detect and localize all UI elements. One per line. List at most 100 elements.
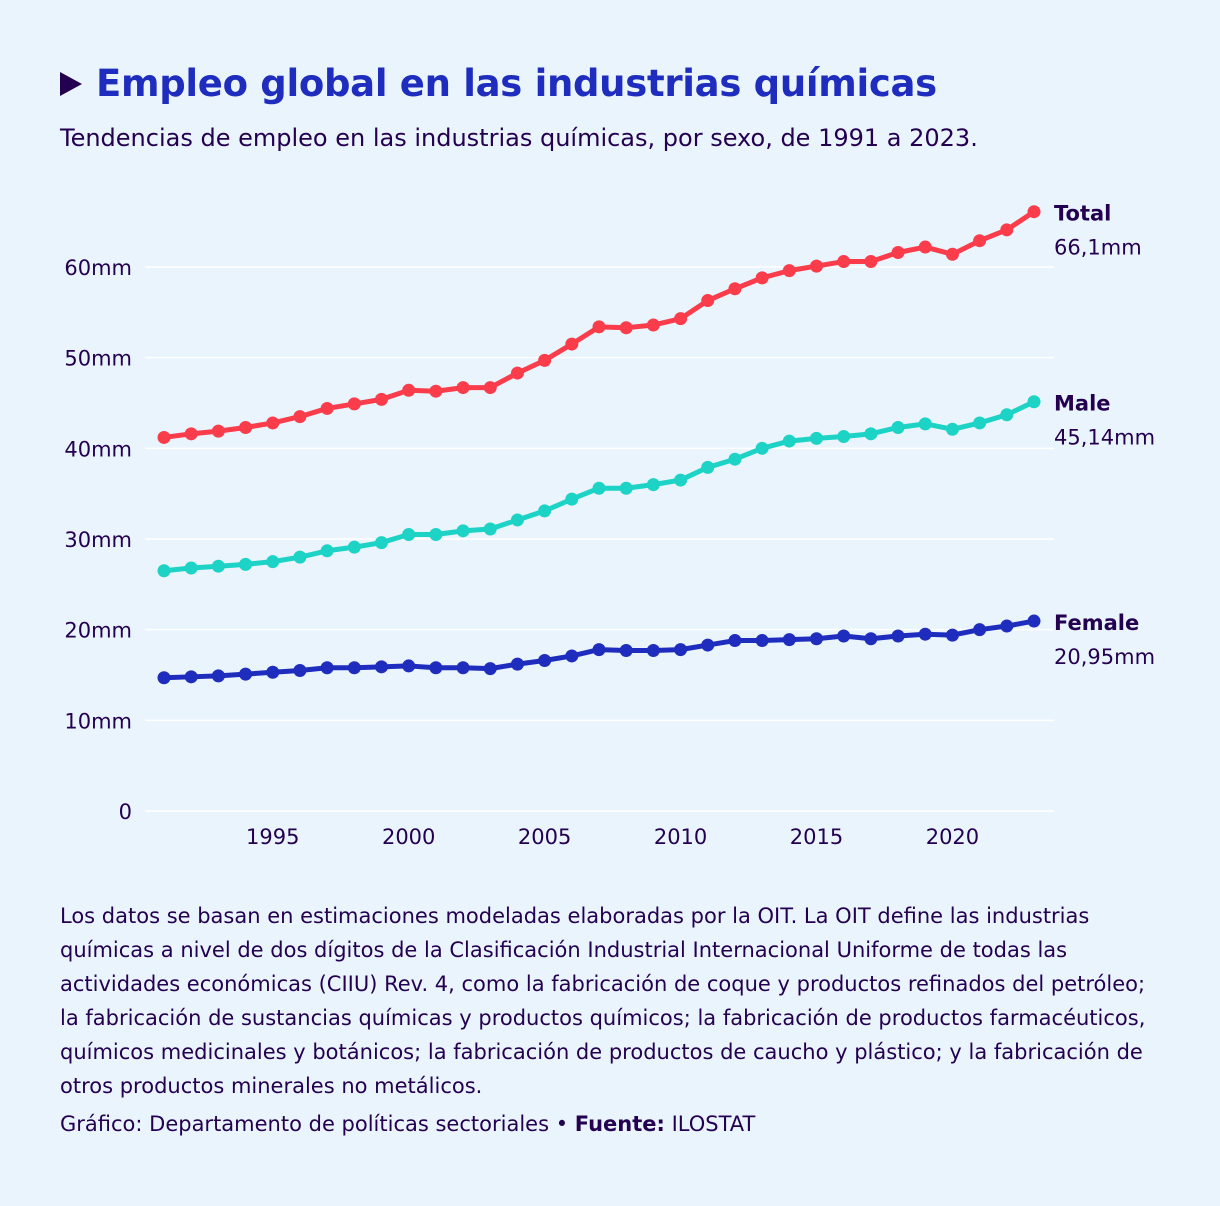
data-point-female — [945, 628, 959, 642]
data-point-total — [674, 312, 688, 326]
data-point-female — [429, 661, 443, 675]
data-point-male — [782, 434, 796, 448]
line-chart: 0 10mm 20mm 30mm 40mm 50mm 60mm 1995 2000 2005 201… — [64, 202, 1155, 849]
chart-title: Empleo global en las industrias químicas — [96, 62, 937, 105]
data-point-total — [646, 318, 660, 332]
data-point-male — [728, 452, 742, 466]
data-point-male — [810, 431, 823, 445]
data-point-total — [1000, 223, 1014, 237]
data-point-total — [293, 410, 307, 424]
data-point-total — [266, 416, 280, 430]
data-point-female — [755, 634, 769, 648]
data-point-female — [728, 634, 742, 648]
data-point-female — [456, 661, 470, 675]
data-point-total — [728, 282, 742, 296]
x-tick-label: 2005 — [518, 825, 571, 849]
data-point-male — [293, 550, 307, 564]
data-point-male — [320, 544, 334, 558]
data-point-male — [456, 524, 470, 538]
data-point-female — [646, 644, 660, 658]
data-point-male — [674, 473, 688, 487]
y-tick-label: 0 — [119, 800, 132, 824]
series-value-label-total: 66,1mm — [1054, 236, 1142, 260]
triangle-marker-icon — [60, 71, 82, 96]
credits-separator: • — [555, 1112, 569, 1136]
data-point-total — [347, 397, 361, 411]
data-point-female — [592, 643, 606, 657]
data-point-male — [592, 481, 606, 495]
data-point-total — [891, 245, 905, 259]
data-point-female — [239, 667, 253, 681]
data-point-male — [1027, 395, 1041, 409]
data-point-total — [701, 294, 715, 308]
y-tick-label: 50mm — [64, 347, 132, 371]
data-point-female — [810, 632, 823, 646]
x-tick-label: 2000 — [382, 825, 435, 849]
series-label-male: Male — [1054, 392, 1111, 416]
data-point-female — [293, 663, 307, 677]
data-point-total — [918, 240, 932, 254]
series-value-label-female: 20,95mm — [1054, 645, 1155, 669]
data-point-female — [184, 670, 198, 684]
title-row: Empleo global en las industrias químicas — [60, 62, 937, 105]
data-point-male — [184, 561, 198, 575]
data-point-total — [619, 321, 633, 335]
data-point-male — [402, 527, 416, 541]
credits: Gráfico: Departamento de políticas secto… — [60, 1112, 755, 1136]
data-point-male — [864, 427, 878, 441]
footnote: Los datos se basan en estimaciones model… — [60, 904, 1146, 1098]
data-point-male — [347, 540, 361, 554]
data-point-total — [565, 337, 579, 351]
data-point-female — [973, 623, 987, 637]
credits-source: ILOSTAT — [671, 1112, 756, 1136]
data-point-male — [1000, 408, 1014, 422]
data-point-total — [429, 384, 443, 398]
data-point-total — [456, 381, 470, 395]
data-point-male — [918, 417, 932, 431]
data-point-total — [510, 366, 524, 380]
data-point-total — [782, 264, 796, 278]
data-point-total — [538, 353, 552, 367]
data-point-female — [782, 633, 796, 647]
data-point-male — [239, 557, 253, 571]
data-point-female — [1000, 619, 1014, 633]
data-point-male — [565, 492, 579, 506]
y-tick-label: 60mm — [64, 256, 132, 280]
data-point-female — [674, 643, 688, 657]
data-point-female — [1027, 614, 1041, 628]
x-tick-label: 2020 — [926, 825, 979, 849]
data-point-total — [184, 427, 198, 441]
data-point-male — [701, 460, 715, 474]
data-point-female — [918, 627, 932, 641]
credits-chart-by: Gráfico: Departamento de políticas secto… — [60, 1112, 550, 1136]
data-point-male — [837, 430, 851, 444]
data-point-male — [211, 559, 225, 573]
chart-subtitle: Tendencias de empleo en las industrias q… — [60, 124, 978, 152]
series-label-total: Total — [1054, 202, 1111, 226]
data-point-female — [211, 669, 225, 683]
data-point-male — [891, 420, 905, 434]
data-point-male — [973, 416, 987, 430]
data-point-female — [347, 661, 361, 675]
series-label-female: Female — [1054, 611, 1139, 635]
data-point-female — [320, 661, 334, 675]
data-point-female — [701, 638, 715, 652]
data-point-female — [510, 657, 524, 671]
series-value-label-male: 45,14mm — [1054, 426, 1155, 450]
data-point-total — [837, 255, 851, 269]
data-point-total — [973, 234, 987, 248]
data-point-female — [565, 649, 579, 663]
data-point-male — [619, 481, 633, 495]
data-point-male — [945, 422, 959, 436]
data-point-male — [483, 522, 497, 536]
data-point-female — [266, 665, 280, 679]
data-point-female — [837, 629, 851, 643]
y-tick-label: 30mm — [64, 528, 132, 552]
data-point-total — [945, 247, 959, 261]
data-point-total — [402, 383, 416, 397]
data-point-total — [320, 401, 334, 415]
data-point-female — [864, 632, 878, 646]
data-point-total — [483, 381, 497, 395]
data-point-male — [755, 441, 769, 455]
data-point-total — [157, 430, 171, 444]
